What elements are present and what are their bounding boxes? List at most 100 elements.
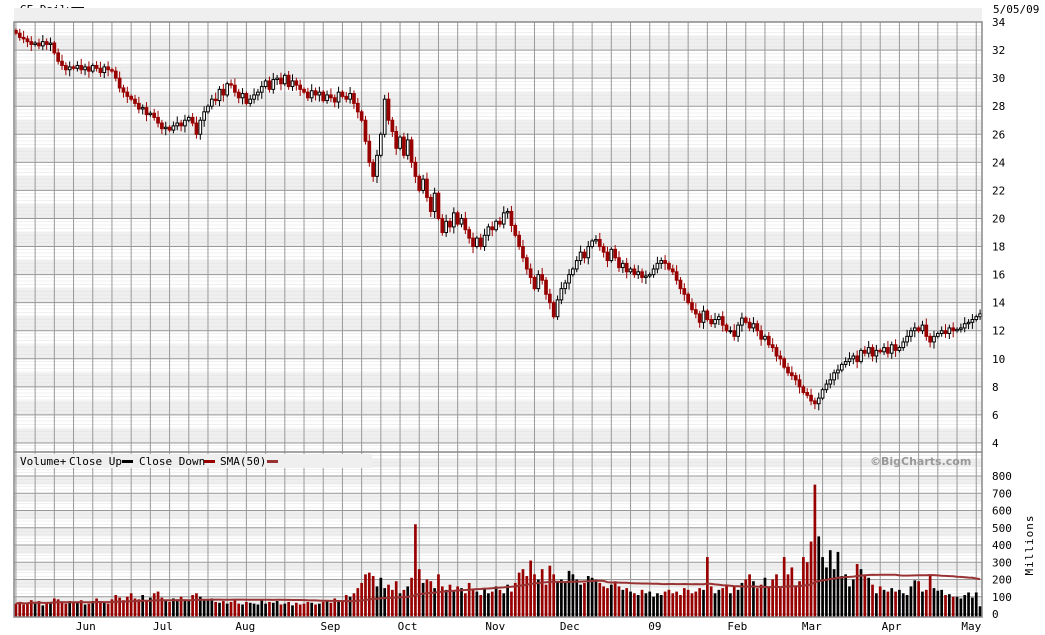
volume-bar-up xyxy=(571,574,575,617)
grid-band xyxy=(14,7,982,22)
volume-bar-up xyxy=(256,604,260,617)
candle-down xyxy=(797,379,802,388)
candle-up xyxy=(317,91,322,96)
candle-down xyxy=(463,217,468,231)
volume-bar-up xyxy=(206,600,210,617)
candle-down xyxy=(532,276,537,290)
grid-band xyxy=(14,545,982,554)
volume-bar-down xyxy=(95,598,98,617)
month-tick-label: Jul xyxy=(153,620,173,633)
candle-up xyxy=(897,347,902,351)
volume-bar-down xyxy=(464,593,467,617)
candle-up xyxy=(240,93,245,99)
volume-bar-up xyxy=(421,582,425,617)
volume-bar-down xyxy=(721,588,725,617)
legend-bg xyxy=(17,454,372,468)
legend-volume: Volume+ xyxy=(20,455,67,468)
candle-down xyxy=(233,84,237,93)
volume-bar-down xyxy=(410,577,413,617)
grid-band xyxy=(14,316,982,331)
legend-sma-swatch xyxy=(267,460,278,463)
candle-up xyxy=(978,313,982,318)
candle-up xyxy=(256,91,260,96)
volume-bar-down xyxy=(440,586,444,617)
volume-bar-down xyxy=(667,589,671,617)
candle-down xyxy=(267,80,272,90)
volume-bar-down xyxy=(367,572,371,617)
volume-bar-down xyxy=(510,591,513,617)
candle-up xyxy=(647,274,652,277)
candle-up xyxy=(252,94,256,100)
volume-bar-up xyxy=(348,596,352,617)
volume-bar-down xyxy=(894,591,897,617)
price-candles xyxy=(14,28,982,411)
candle-down xyxy=(720,316,725,326)
candle-up xyxy=(966,321,971,325)
candle-down xyxy=(156,116,160,124)
volume-bar-down xyxy=(314,604,317,617)
candle-down xyxy=(64,65,68,71)
grid-band xyxy=(14,458,982,468)
volume-bar-up xyxy=(271,602,275,617)
candle-down xyxy=(302,88,306,93)
candle-up xyxy=(102,66,107,74)
candle-up xyxy=(571,268,575,276)
volume-tick-label: 300 xyxy=(992,556,1012,569)
volume-bar-down xyxy=(195,593,198,617)
candle-down xyxy=(528,268,533,278)
volume-bar-up xyxy=(932,588,936,617)
volume-bar-up xyxy=(536,579,540,617)
candle-down xyxy=(778,355,783,360)
candle-up xyxy=(920,324,925,332)
volume-bar-up xyxy=(702,589,705,617)
candle-up xyxy=(290,80,295,88)
volume-bar-up xyxy=(33,603,37,617)
candle-down xyxy=(113,70,118,79)
volume-bar-up xyxy=(252,603,256,617)
candle-down xyxy=(160,122,164,130)
candle-down xyxy=(294,80,299,86)
volume-bar-down xyxy=(878,586,882,617)
volume-bar-up xyxy=(840,576,844,617)
candle-down xyxy=(498,220,502,225)
volume-bar-up xyxy=(713,593,717,617)
volume-bar-down xyxy=(813,484,817,617)
volume-bar-down xyxy=(114,595,118,617)
candle-up xyxy=(836,369,840,374)
price-tick-label: 32 xyxy=(992,44,1005,57)
candle-up xyxy=(309,90,314,99)
volume-bar-down xyxy=(129,593,133,617)
candle-up xyxy=(186,116,191,121)
volume-bar-up xyxy=(318,603,321,617)
candle-up xyxy=(832,372,836,381)
legend-sma: SMA(50) xyxy=(220,455,266,468)
volume-bar-down xyxy=(29,600,33,617)
candle-down xyxy=(801,386,806,393)
candle-up xyxy=(378,133,383,156)
candle-down xyxy=(87,66,91,72)
volume-bar-down xyxy=(168,601,171,617)
candle-down xyxy=(52,42,57,54)
candle-up xyxy=(225,83,230,96)
candle-up xyxy=(628,268,633,273)
candle-up xyxy=(382,98,387,135)
candle-up xyxy=(939,330,944,335)
volume-bar-up xyxy=(959,598,963,617)
volume-bar-up xyxy=(383,588,387,617)
volume-bar-up xyxy=(210,598,214,617)
volume-bar-up xyxy=(648,591,652,617)
volume-bar-down xyxy=(237,603,241,617)
volume-bar-up xyxy=(586,576,590,617)
candle-up xyxy=(325,94,329,102)
volume-bar-down xyxy=(52,598,56,617)
volume-bar-up xyxy=(264,603,267,617)
volume-bar-down xyxy=(414,524,417,617)
volume-bar-down xyxy=(222,601,225,617)
legend-close-up-swatch xyxy=(122,460,133,463)
candle-down xyxy=(213,98,218,102)
candle-down xyxy=(705,310,710,321)
volume-bar-up xyxy=(948,594,951,617)
candle-down xyxy=(640,271,644,278)
candle-down xyxy=(674,271,679,281)
candle-up xyxy=(935,333,940,337)
